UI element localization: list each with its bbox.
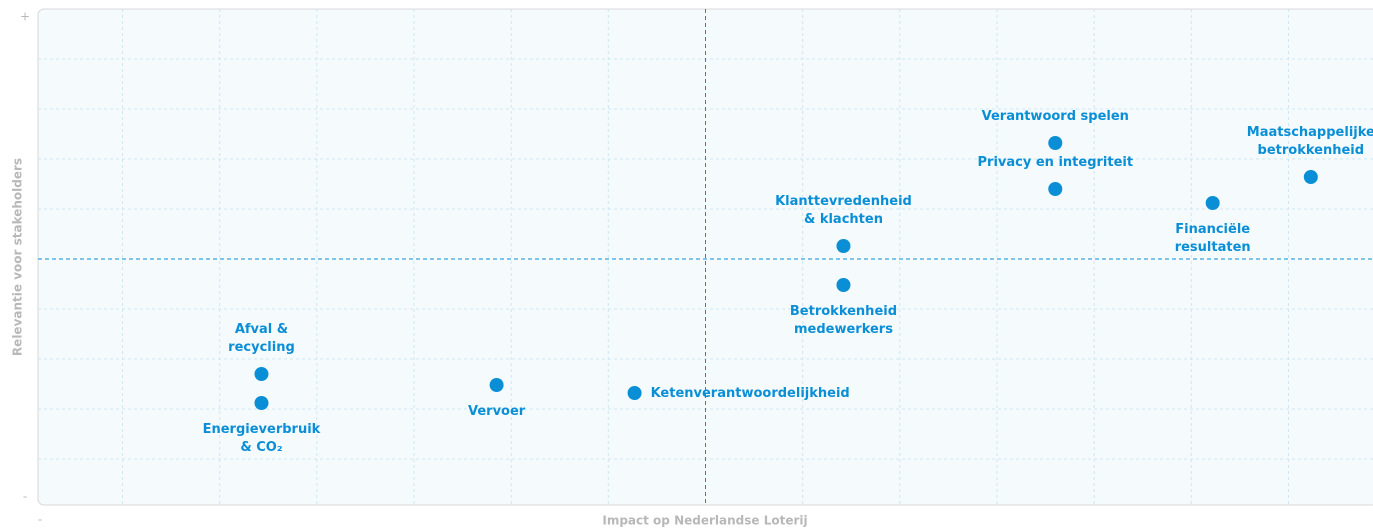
x-axis-label: Impact op Nederlandse Loterij [602,514,807,528]
point-label: Klanttevredenheid & klachten [775,194,912,227]
point-label: Energieverbruik & CO₂ [203,422,321,455]
y-min-label: - [23,490,27,504]
data-point [836,278,851,292]
y-axis-label: Relevantie voor stakeholders [11,158,25,356]
point-label: Afval & recycling [228,322,295,355]
point-label: Maatschappelijke betrokkenheid [1247,125,1373,158]
point-label: Privacy en integriteit [978,155,1134,170]
point-label: Ketenverantwoordelijkheid [651,386,850,401]
data-point [254,396,269,410]
data-point [489,378,504,392]
point-label: Verantwoord spelen [982,109,1129,124]
point-label: Vervoer [468,404,526,419]
data-point [836,239,851,253]
data-point [1048,182,1063,196]
data-point [1303,170,1318,184]
point-label: Betrokkenheid medewerkers [790,304,897,337]
data-point [254,367,269,381]
data-point [627,386,642,400]
point-label: Financiële resultaten [1175,222,1251,255]
x-min-label: - [38,513,42,527]
y-max-label: + [20,10,30,24]
data-point [1048,136,1063,150]
data-point [1205,196,1220,210]
